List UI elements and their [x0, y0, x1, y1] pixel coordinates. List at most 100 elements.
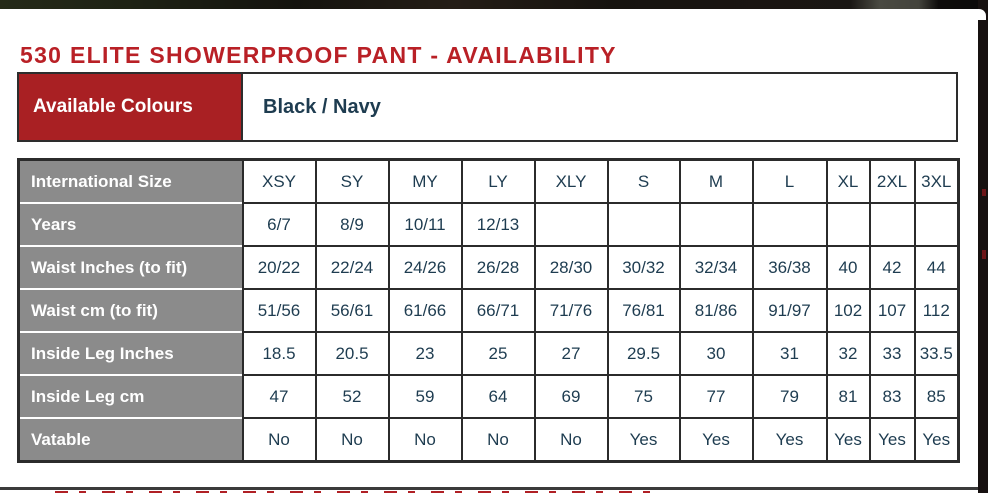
table-cell: 20/22 [241, 245, 316, 289]
table-cell: 47 [241, 374, 316, 418]
table-cell: 25 [460, 331, 535, 375]
table-cell: 10/11 [387, 202, 462, 246]
table-cell: 91/97 [751, 288, 827, 332]
table-cell: MY [387, 159, 462, 203]
table-cell: 3XL [913, 159, 959, 203]
size-availability-table: International Size XSY SY MY LY XLY S M L XL 2XL 3X… [17, 158, 960, 463]
table-row: International Size XSY SY MY LY XLY S M L XL 2XL 3X… [18, 159, 959, 203]
table-cell: 22/24 [314, 245, 389, 289]
table-cell: No [460, 417, 535, 462]
table-cell: 85 [913, 374, 959, 418]
table-cell: Yes [751, 417, 827, 462]
page-title: 530 ELITE SHOWERPROOF PANT - AVAILABILIT… [20, 42, 617, 69]
table-cell: 81/86 [678, 288, 753, 332]
table-cell: 33 [868, 331, 915, 375]
table-cell [606, 202, 680, 246]
available-colours-value: Black / Navy [263, 95, 381, 118]
table-cell: Yes [913, 417, 959, 462]
table-cell: XLY [533, 159, 608, 203]
table-cell: 56/61 [314, 288, 389, 332]
table-row: Inside Leg cm 47 52 59 64 69 75 77 79 81 83 85 [18, 374, 959, 418]
table-cell: 20.5 [314, 331, 389, 375]
table-cell: 29.5 [606, 331, 680, 375]
table-cell: LY [460, 159, 535, 203]
table-cell: 51/56 [241, 288, 316, 332]
table-cell: 77 [678, 374, 753, 418]
table-cell: 42 [868, 245, 915, 289]
table-cell: 6/7 [241, 202, 316, 246]
row-label: Waist cm (to fit) [18, 288, 243, 332]
table-cell [825, 202, 870, 246]
table-cell: 83 [868, 374, 915, 418]
table-cell: No [387, 417, 462, 462]
photo-edge-detail [982, 250, 986, 259]
table-cell: 2XL [868, 159, 915, 203]
row-label: Inside Leg Inches [18, 331, 243, 375]
table-cell: 18.5 [241, 331, 316, 375]
table-row: Waist cm (to fit) 51/56 56/61 61/66 66/71 71/… [18, 288, 959, 332]
table-cell: No [241, 417, 316, 462]
table-cell: S [606, 159, 680, 203]
size-table-body: International Size XSY SY MY LY XLY S M L XL 2XL 3X… [18, 159, 959, 462]
table-cell: L [751, 159, 827, 203]
table-cell: 23 [387, 331, 462, 375]
table-cell: Yes [678, 417, 753, 462]
table-cell: Yes [606, 417, 680, 462]
row-label: Inside Leg cm [18, 374, 243, 418]
photo-edge-right [978, 0, 988, 493]
table-cell: 30/32 [606, 245, 680, 289]
table-cell: 27 [533, 331, 608, 375]
table-cell: 112 [913, 288, 959, 332]
table-cell: 52 [314, 374, 389, 418]
row-label: Vatable [18, 417, 243, 462]
available-colours-label: Available Colours [19, 74, 243, 140]
table-cell: 76/81 [606, 288, 680, 332]
table-cell: 36/38 [751, 245, 827, 289]
table-cell: Yes [825, 417, 870, 462]
table-cell [751, 202, 827, 246]
available-colours-table: Available Colours Black / Navy [17, 72, 958, 142]
table-cell: 66/71 [460, 288, 535, 332]
table-cell [678, 202, 753, 246]
photo-edge-top [0, 0, 988, 9]
table-cell: XSY [241, 159, 316, 203]
table-cell: 75 [606, 374, 680, 418]
table-cell: No [314, 417, 389, 462]
table-cell: 59 [387, 374, 462, 418]
table-cell [533, 202, 608, 246]
table-cell: XL [825, 159, 870, 203]
table-cell: 79 [751, 374, 827, 418]
table-cell: 71/76 [533, 288, 608, 332]
table-cell: 102 [825, 288, 870, 332]
table-cell: 64 [460, 374, 535, 418]
table-cell: 33.5 [913, 331, 959, 375]
photo-edge-detail [982, 189, 986, 196]
table-cell: M [678, 159, 753, 203]
table-cell: 8/9 [314, 202, 389, 246]
table-cell [868, 202, 915, 246]
table-cell [913, 202, 959, 246]
table-cell: 24/26 [387, 245, 462, 289]
table-cell: 32 [825, 331, 870, 375]
table-cell: 12/13 [460, 202, 535, 246]
table-cell: 28/30 [533, 245, 608, 289]
table-cell: 81 [825, 374, 870, 418]
table-cell: 30 [678, 331, 753, 375]
page-bottom-rule [0, 487, 988, 490]
table-cell: 31 [751, 331, 827, 375]
table-cell: 61/66 [387, 288, 462, 332]
table-cell: SY [314, 159, 389, 203]
page-corner [977, 9, 986, 20]
row-label: International Size [18, 159, 243, 203]
row-label: Years [18, 202, 243, 246]
table-row: Inside Leg Inches 18.5 20.5 23 25 27 29.5 30 31 3… [18, 331, 959, 375]
table-cell: Yes [868, 417, 915, 462]
table-cell: 107 [868, 288, 915, 332]
table-cell: 32/34 [678, 245, 753, 289]
table-cell: No [533, 417, 608, 462]
table-cell: 40 [825, 245, 870, 289]
table-row: Waist Inches (to fit) 20/22 22/24 24/26 26/2… [18, 245, 959, 289]
table-cell: 44 [913, 245, 959, 289]
cropped-text-fragment [55, 491, 665, 493]
